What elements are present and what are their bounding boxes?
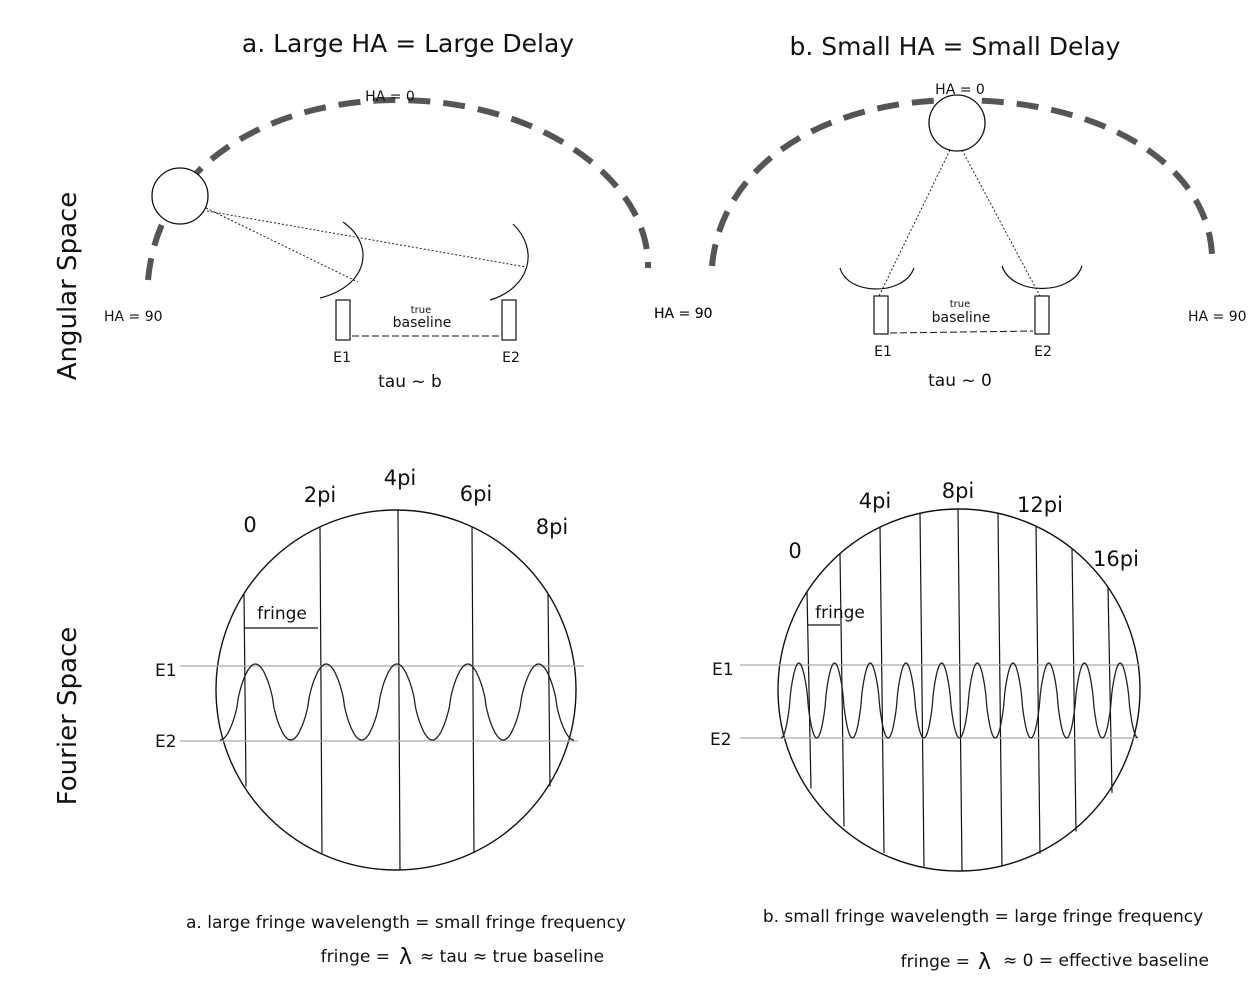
panel-a-true-label: true: [411, 305, 432, 316]
panel-b-phase-label-4: 12pi: [1017, 493, 1063, 517]
panel-b-title: b. Small HA = Small Delay: [790, 32, 1121, 61]
panel-a-ha-top: HA = 0: [365, 89, 415, 105]
panel-b-e1-label: E1: [874, 344, 892, 360]
panel-b-phase-label-3: 8pi: [942, 479, 975, 503]
panel-a-phase-label-5: 8pi: [536, 515, 569, 539]
panel-a-fringe-line-4: [471, 526, 475, 854]
panel-b-telescope-e2-icon: [1034, 295, 1050, 335]
panel-a-fourier: 0 2pi 4pi 6pi 8pi E1 E2 fringe a. large …: [155, 466, 626, 970]
panel-b-caption-2-prefix: fringe =: [901, 952, 970, 972]
panel-b-fringe-line-7: [1035, 526, 1041, 854]
panel-a-fringe-line-2: [319, 526, 323, 854]
panel-b-ha-top: HA = 0: [935, 82, 985, 98]
panel-a-baseline-label: baseline: [393, 315, 452, 331]
panel-a-ray-e1: [205, 207, 359, 283]
panel-a-caption-2-prefix: fringe =: [321, 947, 390, 967]
panel-a-star-icon: [151, 167, 209, 225]
panel-a-phase-label-4: 6pi: [460, 482, 493, 506]
panel-b-lambda-symbol: λ: [978, 950, 991, 975]
panel-b-fringe-line-3: [879, 527, 885, 853]
angular-space-label: Angular Space: [53, 192, 83, 381]
panel-a-angular: a. Large HA = Large Delay HA = 0 HA = 90…: [104, 29, 713, 392]
panel-b-telescope-e1-icon: [873, 295, 889, 335]
panel-b-tau-label: tau ~ 0: [928, 371, 992, 391]
panel-a-lambda-symbol: λ: [399, 945, 412, 970]
panel-b-mirror-e2-icon: [1001, 265, 1083, 290]
panel-b-fringe-line-9: [1107, 587, 1113, 793]
panel-b-e2-label: E2: [1034, 344, 1052, 360]
panel-a-caption-1: a. large fringe wavelength = small fring…: [186, 913, 626, 933]
panel-b-star-icon: [928, 94, 986, 152]
panel-a-e1-label: E1: [333, 350, 351, 366]
panel-b-fringe-line-6: [997, 513, 1003, 867]
panel-a-fringe-lines: [243, 510, 551, 870]
fourier-space-label: Fourier Space: [53, 627, 83, 806]
panel-b-e2-level-label: E2: [710, 730, 732, 750]
panel-a-ray-e2: [206, 210, 527, 268]
panel-a-e2-label: E2: [502, 350, 520, 366]
panel-a-fourier-disk: [215, 509, 577, 871]
panel-a-title: a. Large HA = Large Delay: [242, 29, 574, 58]
panel-b-ha-left: HA = 90: [654, 306, 713, 322]
panel-b-phase-label-1: 0: [788, 539, 801, 563]
panel-a-phase-label-1: 0: [243, 513, 256, 537]
panel-a-e1-level-label: E1: [155, 661, 177, 681]
panel-a-ha-left: HA = 90: [104, 309, 163, 325]
panel-b-phase-label-5: 16pi: [1093, 547, 1139, 571]
panel-a-tau-label: tau ~ b: [378, 372, 442, 392]
panel-a-fringe-line-5: [547, 593, 551, 787]
panel-a-fringe-line-1: [243, 593, 247, 787]
panel-b-ha-right: HA = 90: [1188, 309, 1247, 325]
panel-b-baseline-label: baseline: [932, 310, 991, 326]
panel-a-mirror-e2-icon: [489, 223, 529, 301]
panel-b-fringe-wave: [780, 662, 1139, 739]
panel-b-fringe-line-8: [1071, 548, 1077, 832]
panel-a-phase-label-2: 2pi: [304, 483, 337, 507]
panel-a-ha-right: HA = 90: [654, 306, 713, 322]
panel-b-fringe-line-4: [919, 513, 925, 867]
panel-b-fourier: 0 4pi 8pi 12pi 16pi E1 E2 fringe b. smal…: [710, 479, 1209, 975]
panel-a-telescope-e2-icon: [501, 299, 517, 341]
panel-a-phase-label-3: 4pi: [384, 466, 417, 490]
panel-b-true-label: true: [950, 299, 971, 310]
panel-b-fringe-label: fringe: [815, 603, 865, 623]
panel-a-sky-arc: [145, 96, 652, 281]
panel-a-telescope-e1-icon: [335, 299, 351, 341]
panel-b-caption-1: b. small fringe wavelength = large fring…: [763, 907, 1203, 927]
panel-a-fringe-wave: [220, 663, 574, 741]
panel-b-caption-2-suffix: ≈ 0 = effective baseline: [1003, 951, 1209, 971]
panel-b-phase-label-2: 4pi: [859, 489, 892, 513]
panel-b-fourier-disk: [777, 508, 1141, 872]
panel-b-baseline-line: [889, 330, 1034, 334]
panel-b-ray-e2: [961, 149, 1041, 297]
panel-b-e1-level-label: E1: [712, 660, 734, 680]
panel-b-fringe-line-1: [806, 591, 812, 789]
panel-a-fringe-line-3: [397, 510, 401, 870]
panel-b-ray-e1: [877, 149, 951, 299]
panel-a-mirror-e1-icon: [319, 221, 364, 299]
panel-a-caption-2-suffix: ≈ tau ≈ true baseline: [420, 947, 604, 967]
panel-b-fringe-line-5: [957, 508, 963, 872]
panel-a-e2-level-label: E2: [155, 732, 177, 752]
panel-a-fringe-label: fringe: [257, 604, 307, 624]
panel-b-mirror-e1-icon: [839, 267, 915, 290]
panel-b-angular: b. Small HA = Small Delay HA = 0 HA = 90…: [654, 32, 1247, 391]
